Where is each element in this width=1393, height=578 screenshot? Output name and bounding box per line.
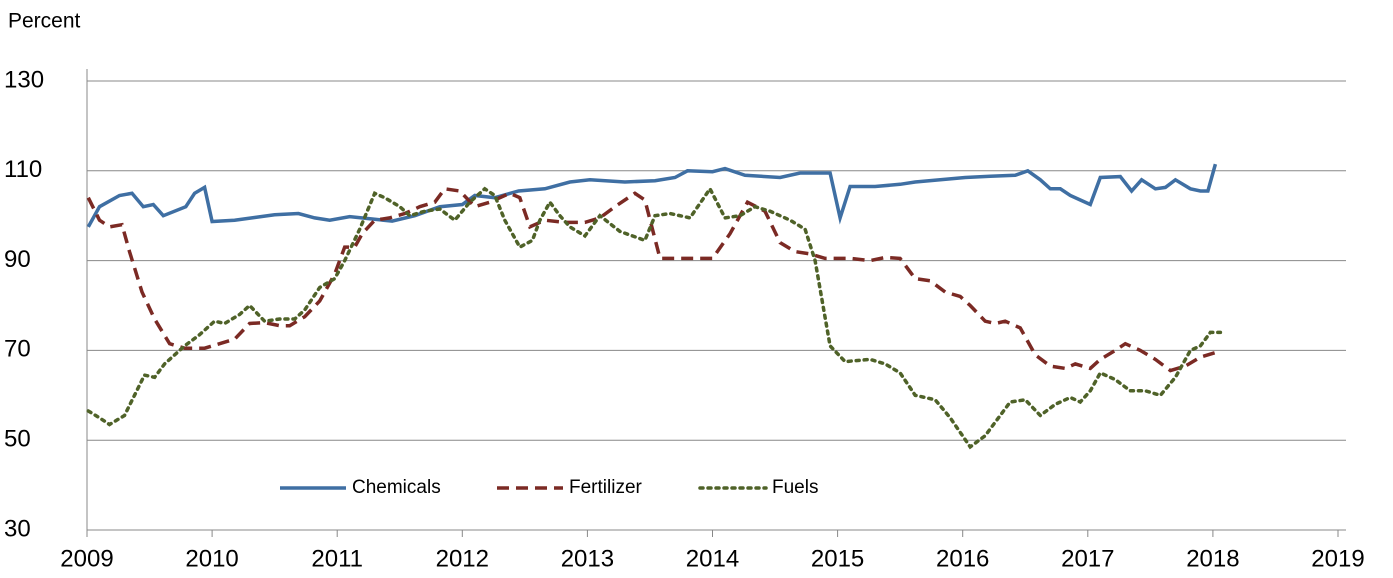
x-tick-label: 2012 [436, 545, 489, 572]
x-tick-label: 2016 [936, 545, 989, 572]
line-series [86, 186, 1216, 373]
legend-label: Chemicals [352, 477, 441, 498]
legend-label: Fertilizer [569, 477, 643, 498]
y-axis-label: Percent [8, 10, 81, 33]
x-tick-label: 2013 [561, 545, 614, 572]
x-tick-label: 2019 [1311, 545, 1364, 572]
y-tick-label: 110 [4, 156, 42, 183]
line-series [86, 163, 1218, 228]
x-tick-label: 2015 [811, 545, 864, 572]
x-tick-label: 2011 [311, 545, 363, 572]
x-tick-label: 2010 [185, 545, 238, 572]
x-tick-label: 2017 [1061, 545, 1114, 572]
x-tick-label: 2014 [686, 545, 739, 572]
y-tick-label: 30 [4, 515, 31, 542]
line-series [86, 185, 1223, 450]
y-tick-label: 130 [4, 66, 44, 93]
legend-label: Fuels [772, 477, 818, 498]
y-tick-label: 90 [4, 246, 31, 273]
x-tick-label: 2018 [1186, 545, 1239, 572]
y-tick-label: 70 [4, 336, 31, 363]
x-tick-label: 2009 [60, 545, 113, 572]
y-tick-label: 50 [4, 426, 31, 453]
